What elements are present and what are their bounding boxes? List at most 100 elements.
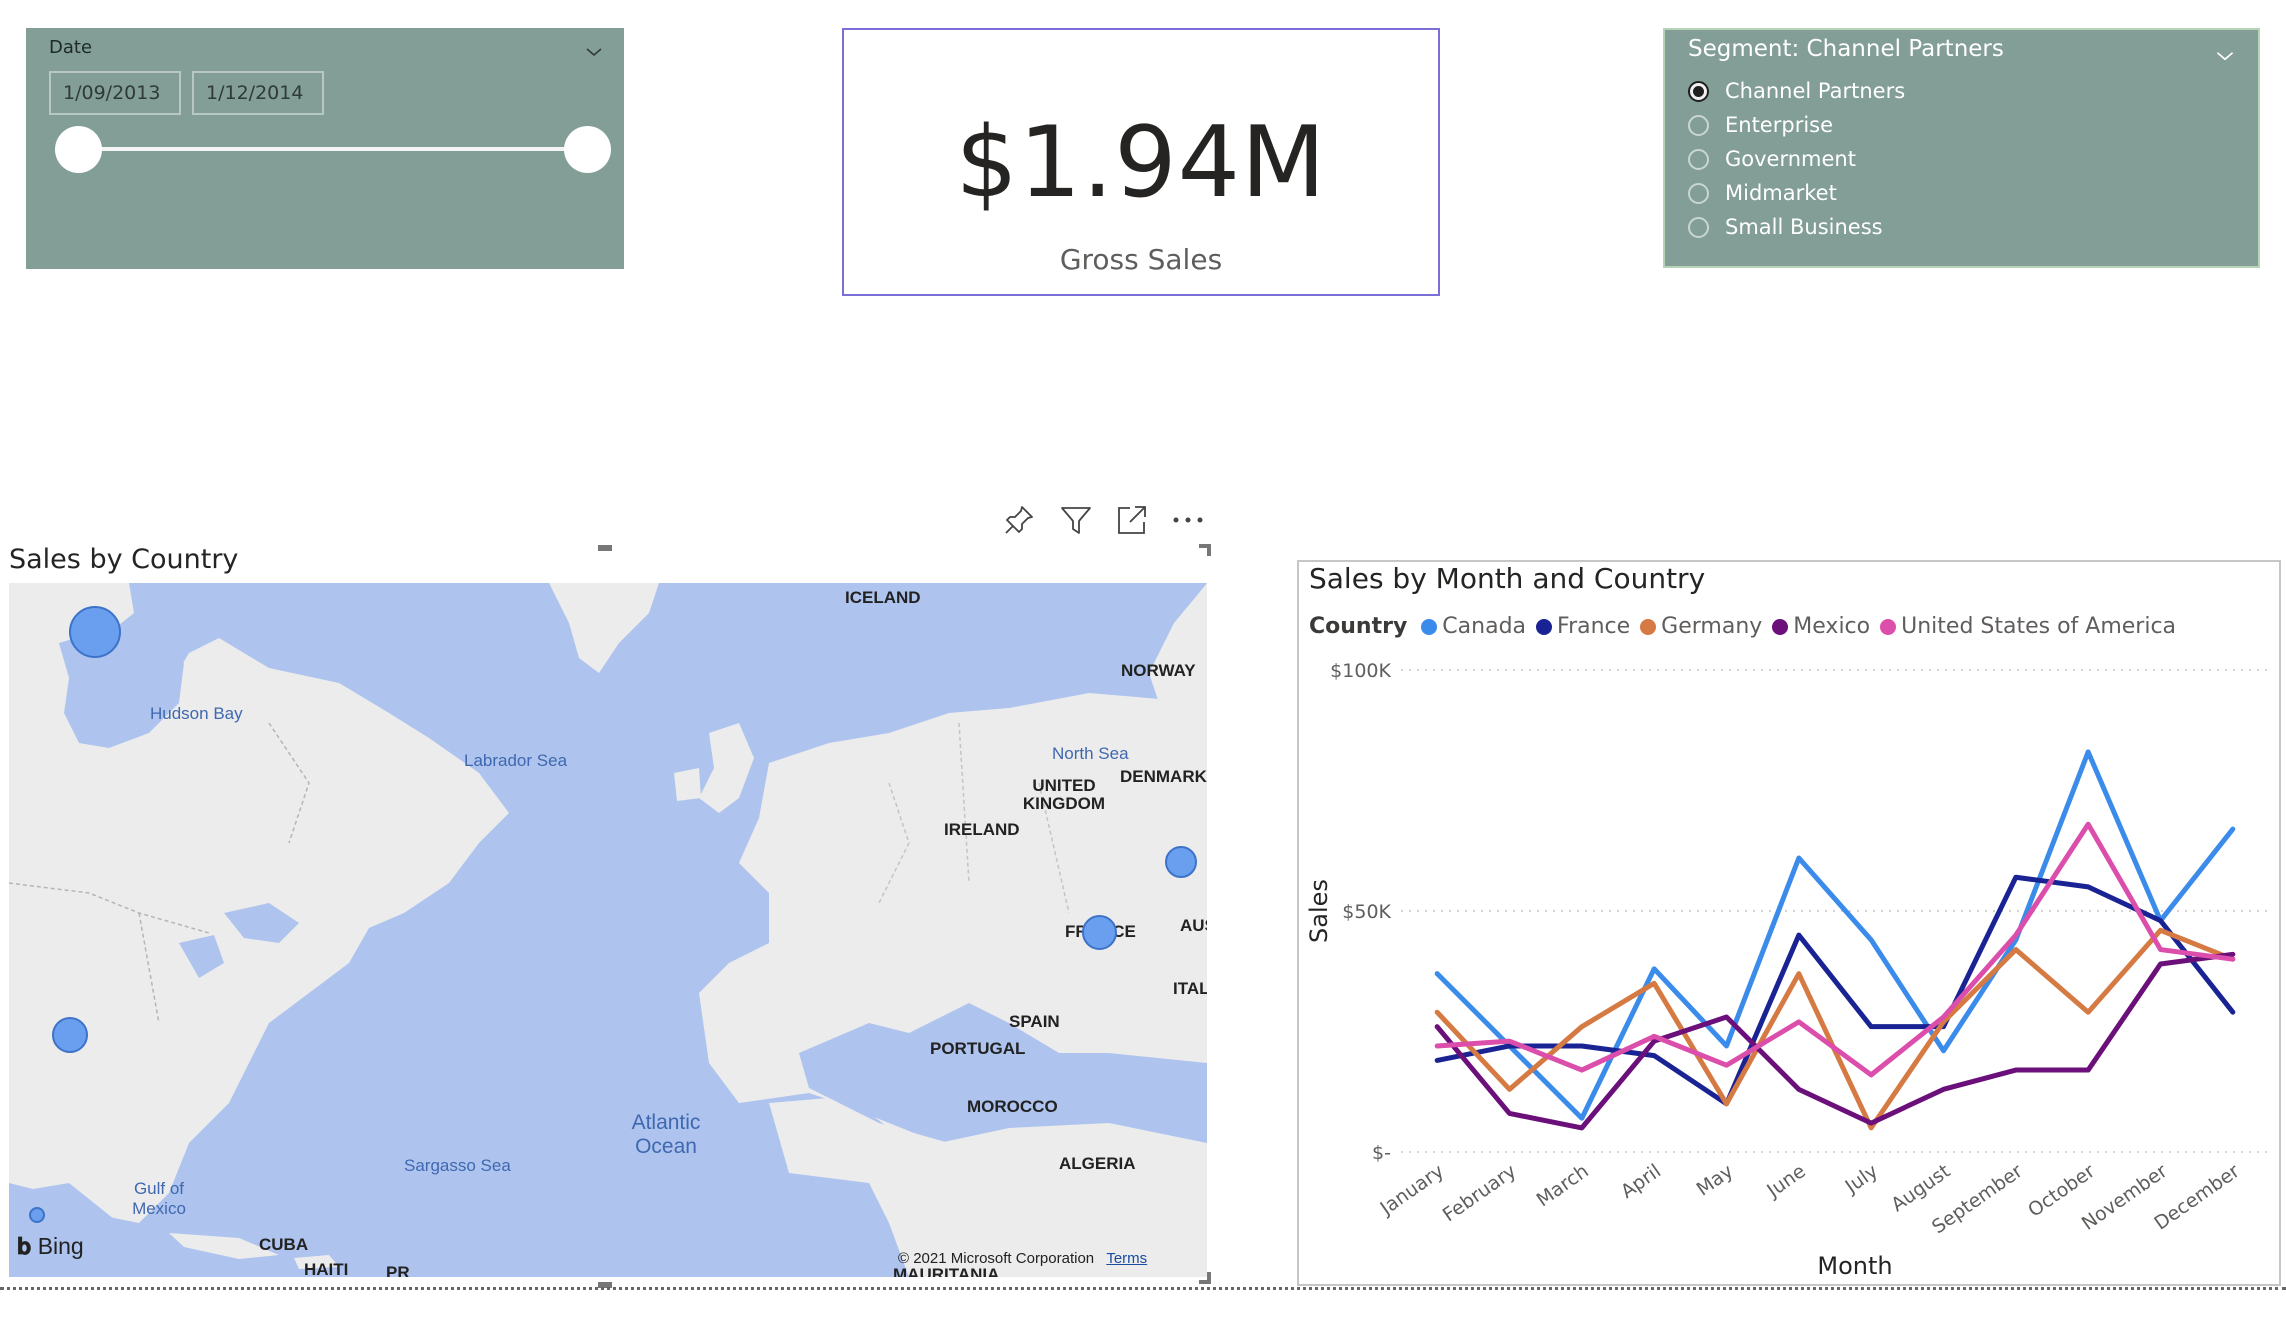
resize-handle[interactable] (598, 545, 612, 551)
date-slicer-title: Date (49, 37, 93, 58)
legend-dot-icon (1536, 618, 1553, 635)
date-range-slider-track[interactable] (78, 147, 587, 151)
map-bubble[interactable] (1165, 846, 1197, 878)
legend-label: Mexico (1793, 614, 1871, 639)
segment-option-small-business[interactable]: Small Business (1688, 211, 1883, 243)
resize-corner[interactable] (1199, 1272, 1211, 1284)
segment-option-government[interactable]: Government (1688, 143, 1856, 175)
y-axis-title: Sales (1305, 879, 1333, 943)
map-label: ALGERIA (1059, 1154, 1136, 1173)
legend-dot-icon (1421, 618, 1438, 635)
bing-text: Bing (37, 1233, 84, 1259)
map-bubble[interactable] (69, 606, 121, 658)
map-label: HAITI (304, 1260, 349, 1277)
map-bubble[interactable] (29, 1207, 45, 1223)
slider-start-handle[interactable] (55, 126, 102, 173)
sales-by-month-chart[interactable]: Sales by Month and Country Country Canad… (1297, 560, 2281, 1286)
legend-item[interactable]: France (1536, 614, 1630, 639)
legend-dot-icon (1772, 618, 1789, 635)
map-bubble[interactable] (1082, 915, 1117, 950)
map-label: ICELAND (845, 588, 921, 607)
legend-label: United States of America (1901, 614, 2177, 639)
map-label: PR (386, 1263, 410, 1277)
x-tick-label: April (1617, 1160, 1665, 1203)
segment-option-label: Channel Partners (1725, 79, 1906, 103)
segment-option-midmarket[interactable]: Midmarket (1688, 177, 1837, 209)
radio-checked-icon[interactable] (1688, 80, 1709, 102)
legend-label: Germany (1661, 614, 1763, 639)
map-label: PORTUGAL (930, 1039, 1026, 1058)
x-tick-label: July (1841, 1160, 1882, 1198)
chart-title: Sales by Month and Country (1309, 562, 1706, 595)
segment-option-enterprise[interactable]: Enterprise (1688, 109, 1833, 141)
resize-corner[interactable] (1199, 544, 1211, 556)
map-label: MOROCCO (967, 1097, 1058, 1116)
y-tick-label: $50K (1342, 901, 1391, 923)
x-tick-label: March (1533, 1160, 1593, 1211)
legend-item[interactable]: United States of America (1880, 614, 2176, 639)
legend-item[interactable]: Germany (1640, 614, 1762, 639)
canvas-divider (0, 1287, 2286, 1290)
map-title: Sales by Country (9, 544, 239, 575)
segment-option-label: Government (1725, 147, 1856, 171)
radio-icon[interactable] (1688, 216, 1709, 238)
map-label: North Sea (1052, 744, 1129, 763)
y-tick-label: $- (1372, 1142, 1391, 1164)
legend-item[interactable]: Mexico (1772, 614, 1870, 639)
series-line[interactable] (1434, 821, 2236, 1078)
segment-option-channel-partners[interactable]: Channel Partners (1688, 75, 1905, 107)
radio-icon[interactable] (1688, 148, 1709, 170)
map-canvas[interactable]: ICELAND NORWAY Hudson Bay Labrador Sea N… (9, 583, 1207, 1277)
x-tick-label: June (1762, 1160, 1809, 1202)
series-line[interactable] (1434, 749, 2236, 1121)
map-label: ITAL (1173, 979, 1207, 998)
map-label: Hudson Bay (150, 704, 243, 723)
map-label: Sargasso Sea (404, 1156, 511, 1175)
map-label: Gulf of Mexico (132, 1179, 186, 1218)
x-tick-label: January (1376, 1160, 1448, 1220)
date-slicer: Date 1/09/2013 1/12/2014 (26, 28, 624, 269)
segment-option-label: Enterprise (1725, 113, 1834, 137)
chevron-down-icon[interactable] (582, 40, 606, 64)
copyright-text: © 2021 Microsoft Corporation (898, 1250, 1095, 1267)
radio-icon[interactable] (1688, 182, 1709, 204)
slider-end-handle[interactable] (564, 126, 611, 173)
chart-legend: Country Canada France Germany Mexico United … (1309, 614, 2186, 639)
legend-dot-icon (1880, 618, 1897, 635)
map-basemap (9, 583, 1207, 1277)
chevron-down-icon[interactable] (2212, 43, 2238, 69)
segment-option-label: Midmarket (1725, 181, 1837, 205)
terms-link[interactable]: Terms (1106, 1250, 1148, 1267)
more-options-icon[interactable] (1170, 502, 1206, 538)
legend-dot-icon (1640, 618, 1657, 635)
focus-mode-icon[interactable] (1114, 502, 1150, 538)
map-label: Labrador Sea (464, 751, 568, 770)
map-label: DENMARK (1120, 767, 1207, 786)
start-date-input[interactable]: 1/09/2013 (49, 71, 181, 115)
bing-logo: 𝐛 Bing (17, 1233, 84, 1260)
segment-slicer: Segment: Channel Partners Channel Partne… (1663, 28, 2260, 268)
resize-handle[interactable] (598, 1282, 612, 1288)
map-label: IRELAND (944, 820, 1020, 839)
kpi-label: Gross Sales (1059, 243, 1223, 276)
series-line[interactable] (1434, 951, 2236, 1131)
x-axis-title: Month (1817, 1252, 1892, 1280)
radio-icon[interactable] (1688, 114, 1709, 136)
segment-option-label: Small Business (1725, 215, 1883, 239)
map-label: MAURITANIA (893, 1265, 1000, 1277)
legend-item[interactable]: Canada (1421, 614, 1526, 639)
end-date-input[interactable]: 1/12/2014 (192, 71, 324, 115)
legend-items: Canada France Germany Mexico United States o… (1421, 614, 2186, 639)
pin-icon[interactable] (1001, 502, 1037, 538)
sales-by-country-map[interactable]: Sales by Country (0, 544, 1212, 1288)
legend-title: Country (1309, 614, 1408, 639)
x-tick-label: February (1439, 1160, 1521, 1226)
map-label: SPAIN (1009, 1012, 1060, 1031)
series-line[interactable] (1434, 874, 2236, 1107)
y-tick-label: $100K (1330, 660, 1391, 682)
gross-sales-card[interactable]: $1.94M Gross Sales (842, 28, 1440, 296)
filter-icon[interactable] (1058, 502, 1094, 538)
legend-label: France (1557, 614, 1631, 639)
map-bubble[interactable] (52, 1017, 88, 1053)
